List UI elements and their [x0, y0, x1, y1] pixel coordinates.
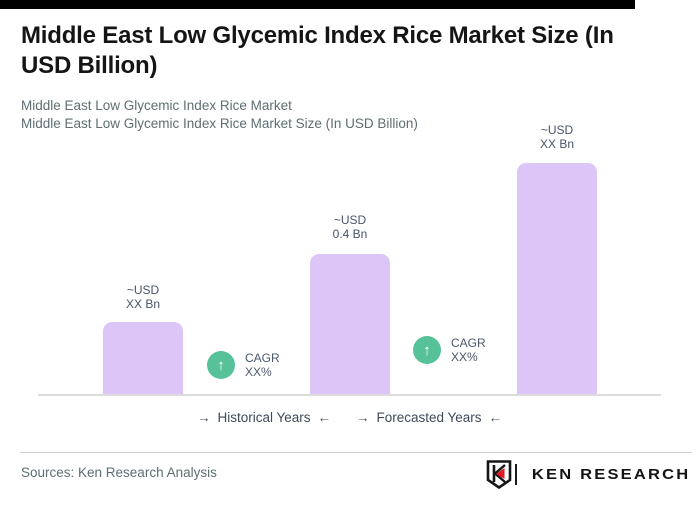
bar-forecast	[517, 163, 597, 394]
x-axis-line	[38, 394, 661, 396]
bar-value-label: ~USD XX Bn	[507, 123, 607, 151]
cagr-annotation: ↑ CAGR XX%	[413, 336, 486, 364]
page-title: Middle East Low Glycemic Index Rice Mark…	[21, 22, 614, 49]
page-title-line2: USD Billion)	[21, 52, 158, 79]
cagr-label: CAGR XX%	[451, 336, 486, 364]
period-label-historical: → Historical Years ←	[164, 410, 364, 426]
bar-value-line1: ~USD	[540, 123, 574, 137]
period-label-text: Historical Years	[217, 410, 311, 425]
chart-subtitle: Middle East Low Glycemic Index Rice Mark…	[21, 98, 292, 113]
period-label-text: Forecasted Years	[376, 410, 482, 425]
up-arrow-icon: ↑	[413, 336, 441, 364]
logo-red-triangle-icon	[496, 470, 502, 478]
cagr-line2: XX%	[451, 350, 478, 364]
bar-value-label: ~USD 0.4 Bn	[300, 213, 400, 241]
logo-wordmark: KEN RESEARCH	[531, 465, 691, 483]
up-arrow-icon: ↑	[207, 351, 235, 379]
sources-note: Sources: Ken Research Analysis	[21, 465, 217, 480]
bar-value-line1: ~USD	[333, 213, 367, 227]
chart-subtitle-line2: Middle East Low Glycemic Index Rice Mark…	[21, 116, 418, 131]
bar-value-line2: XX Bn	[125, 297, 161, 311]
bar-value-line2: 0.4 Bn	[332, 227, 368, 241]
period-label-forecasted: → Forecasted Years ←	[329, 410, 529, 426]
left-arrow-icon: ←	[317, 410, 332, 425]
logo-separator	[515, 463, 517, 485]
bar-value-line1: ~USD	[126, 283, 160, 297]
cagr-line1: CAGR	[451, 336, 486, 350]
right-arrow-icon: →	[196, 410, 211, 425]
bar-historical	[103, 322, 183, 394]
footer-divider	[20, 452, 692, 453]
right-arrow-icon: →	[355, 410, 370, 425]
cagr-label: CAGR XX%	[245, 351, 280, 379]
left-arrow-icon: ←	[488, 410, 503, 425]
bar-value-label: ~USD XX Bn	[93, 283, 193, 311]
up-arrow-glyph: ↑	[423, 341, 431, 359]
cagr-line1: CAGR	[245, 351, 280, 365]
bar-current	[310, 254, 390, 394]
ken-research-logo: KEN RESEARCH	[486, 459, 688, 489]
top-black-bar	[0, 0, 635, 9]
cagr-line2: XX%	[245, 365, 272, 379]
bar-value-line2: XX Bn	[539, 137, 575, 151]
cagr-annotation: ↑ CAGR XX%	[207, 351, 280, 379]
up-arrow-glyph: ↑	[217, 356, 225, 374]
